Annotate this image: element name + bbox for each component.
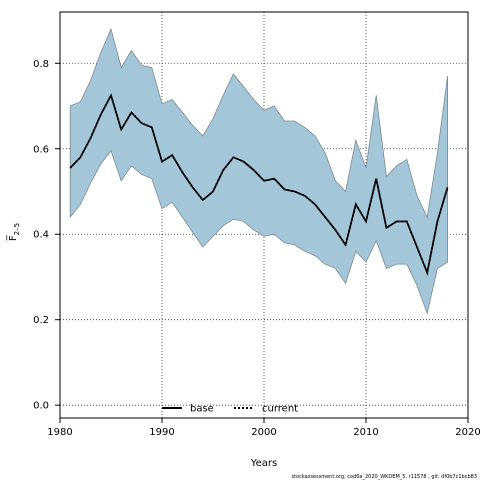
x-tick-label-2010: 2010 — [353, 427, 378, 438]
series-line-current — [69, 92, 449, 276]
footer-caption: stockassessment.org, cod6a_2020_WKDEM_5,… — [291, 474, 477, 480]
x-axis-title: Years — [250, 458, 277, 469]
confidence-band — [69, 27, 448, 315]
series-layer — [69, 92, 449, 276]
y-axis-title-sub: 2–5 — [13, 223, 21, 235]
x-tick-label-1980: 1980 — [47, 427, 72, 438]
x-axis: 1980 1990 2000 2010 2020 — [47, 418, 480, 438]
y-axis-title-main: F̅ — [6, 234, 19, 241]
y-tick-label-4: 0.8 — [33, 59, 49, 70]
y-axis-title: F̅2–5 — [6, 223, 21, 241]
svg-text:F̅2–5: F̅2–5 — [6, 223, 21, 241]
x-tick-label-2020: 2020 — [455, 427, 480, 438]
legend: base current — [162, 404, 298, 415]
y-tick-label-0: 0.0 — [33, 401, 49, 412]
y-tick-label-1: 0.2 — [33, 315, 49, 326]
y-axis: 0.0 0.2 0.4 0.6 0.8 — [33, 59, 60, 412]
legend-label-base: base — [190, 404, 214, 415]
y-tick-label-2: 0.4 — [33, 230, 49, 241]
legend-label-current: current — [262, 404, 298, 415]
x-tick-label-1990: 1990 — [149, 427, 174, 438]
y-tick-label-3: 0.6 — [33, 144, 49, 155]
x-tick-label-2000: 2000 — [251, 427, 276, 438]
